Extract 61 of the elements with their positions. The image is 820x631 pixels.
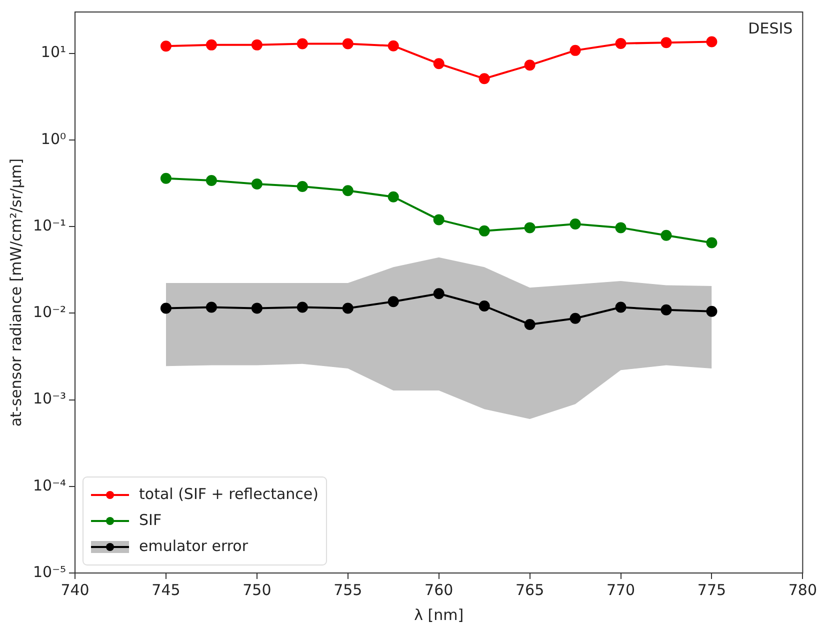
point	[706, 237, 718, 248]
x-tick-label: 745	[152, 580, 180, 599]
point	[524, 318, 536, 330]
y-tick-label: 10¹	[40, 43, 66, 62]
point	[433, 214, 444, 226]
point	[206, 175, 217, 186]
point	[433, 288, 444, 300]
point	[388, 296, 399, 308]
legend-label: total (SIF + reflectance)	[139, 484, 319, 503]
point	[433, 58, 444, 70]
point	[388, 40, 399, 52]
point	[296, 302, 308, 313]
point	[296, 38, 308, 50]
y-tick-label: 10⁻⁵	[32, 562, 66, 581]
y-tick-label: 10⁻⁴	[32, 476, 66, 494]
point	[615, 38, 626, 49]
point	[478, 300, 490, 312]
point	[296, 181, 308, 192]
point	[570, 312, 581, 324]
point	[660, 230, 672, 241]
x-tick-label: 740	[60, 580, 90, 599]
point	[342, 185, 354, 196]
point	[706, 36, 718, 48]
point	[206, 39, 217, 50]
y-tick-label: 10⁻²	[32, 303, 66, 322]
point	[660, 304, 672, 316]
y-axis-title: at-sensor radiance [mW/cm²/sr/μm]	[6, 158, 25, 427]
point	[160, 40, 172, 52]
point	[251, 39, 262, 50]
point	[570, 218, 581, 230]
point	[251, 178, 262, 190]
point	[160, 302, 172, 314]
x-tick-label: 760	[424, 580, 454, 599]
legend-label: SIF	[139, 510, 162, 529]
x-tick-label: 765	[515, 580, 544, 599]
point	[524, 222, 536, 234]
point	[388, 191, 399, 202]
point	[615, 302, 626, 313]
x-tick-label: 770	[606, 580, 636, 599]
x-tick-label: 775	[697, 580, 726, 599]
y-tick-label: 10⁰	[40, 130, 66, 148]
x-tick-label: 750	[242, 580, 272, 599]
point	[570, 44, 581, 56]
point	[660, 37, 672, 48]
x-axis-title: λ [nm]	[414, 606, 464, 624]
x-tick-label: 755	[334, 580, 362, 599]
legend-label: emulator error	[139, 536, 249, 555]
point	[251, 302, 262, 314]
point	[615, 222, 626, 234]
point	[478, 73, 490, 84]
y-tick-label: 10⁻¹	[32, 216, 66, 234]
point	[524, 60, 536, 71]
point	[342, 302, 354, 314]
point	[478, 225, 490, 236]
annotation: DESIS	[748, 19, 793, 38]
x-tick-label: 780	[788, 580, 818, 599]
point	[206, 302, 217, 313]
point	[342, 38, 354, 50]
point	[706, 306, 718, 317]
point	[160, 172, 172, 184]
y-tick-label: 10⁻³	[32, 390, 66, 408]
